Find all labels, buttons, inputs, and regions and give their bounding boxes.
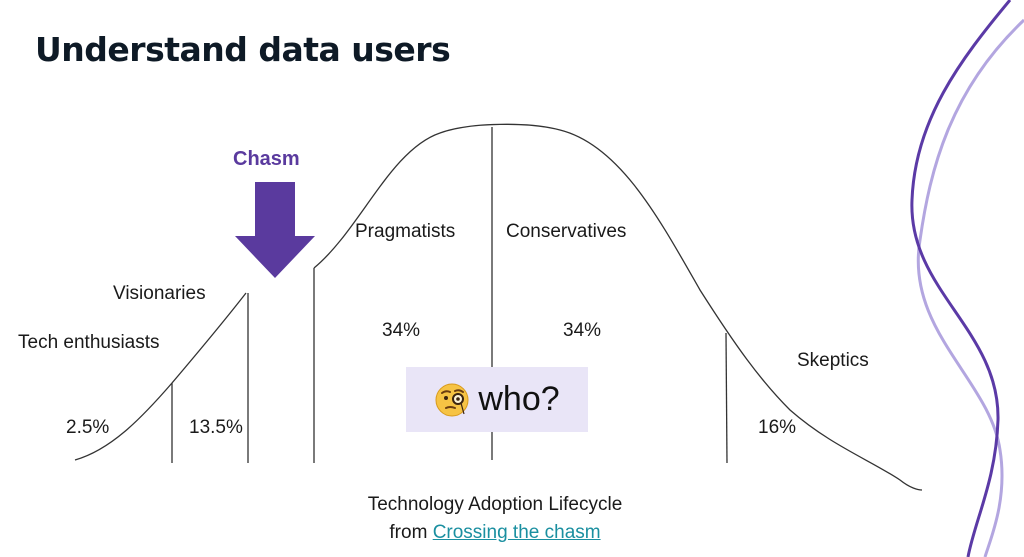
segment-label-pragmatists: Pragmatists — [355, 221, 456, 242]
adoption-curve-right — [313, 123, 923, 491]
decorative-wave-light — [916, 18, 1024, 557]
segment-percent-visionaries: 13.5% — [189, 417, 243, 438]
segment-label-conservatives: Conservatives — [506, 221, 627, 242]
segment-percent-pragmatists: 34% — [382, 320, 421, 341]
crossing-the-chasm-link[interactable]: Crossing the chasm — [432, 522, 601, 543]
who-callout: who? — [406, 367, 588, 432]
chasm-arrow — [235, 182, 315, 278]
caption-line-2: from Crossing the chasm — [0, 522, 990, 544]
segment-percent-tech-enthusiasts: 2.5% — [66, 417, 110, 438]
segment-label-tech-enthusiasts: Tech enthusiasts — [18, 332, 160, 353]
face-with-monocle-icon — [435, 383, 469, 416]
divider-line — [725, 332, 728, 464]
segment-percent-skeptics: 16% — [758, 417, 797, 438]
chasm-label: Chasm — [233, 148, 300, 170]
caption-line-1: Technology Adoption Lifecycle — [367, 494, 623, 515]
segment-label-visionaries: Visionaries — [113, 283, 206, 304]
caption-prefix: from — [389, 522, 428, 543]
page-title: Understand data users — [35, 30, 451, 69]
who-callout-text: who? — [478, 380, 560, 418]
segment-label-skeptics: Skeptics — [797, 350, 869, 371]
segment-percent-conservatives: 34% — [563, 320, 602, 341]
decorative-wave-dark — [910, 0, 1012, 557]
